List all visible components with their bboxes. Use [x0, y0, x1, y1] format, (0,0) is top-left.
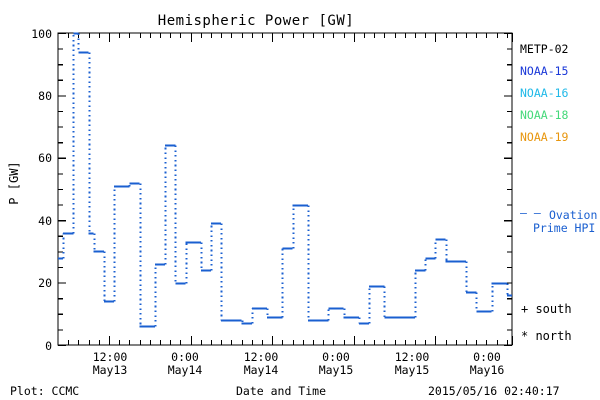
x-tick-date: May16	[469, 362, 505, 377]
axis-ticks	[58, 32, 514, 347]
y-tick-label: 60	[38, 151, 52, 165]
x-tick-date: May15	[394, 362, 430, 377]
timestamp-label: 2015/05/16 02:40:17	[428, 384, 560, 398]
x-tick-date: May15	[318, 362, 354, 377]
legend-item-noaa-15: NOAA-15	[520, 64, 569, 78]
x-tick-date: May14	[243, 362, 279, 377]
page-title: Hemispheric Power [GW]	[157, 13, 355, 29]
legend-ovation-line1: Ovation	[548, 208, 598, 222]
x-tick-label: 12:00 May15	[377, 351, 447, 376]
y-tick-label: 100	[31, 27, 52, 41]
dashed-line-icon: – –	[520, 206, 541, 220]
legend-item-noaa-16: NOAA-16	[520, 86, 569, 100]
x-tick-time: 0:00	[322, 350, 350, 364]
y-tick-label: 0	[45, 339, 52, 353]
y-tick-label: 80	[38, 89, 52, 103]
x-tick-time: 0:00	[473, 350, 501, 364]
y-tick-label: 20	[38, 276, 52, 290]
x-tick-label: 12:00 May13	[75, 351, 145, 376]
legend-item-noaa-19: NOAA-19	[520, 130, 569, 144]
plot-frame	[57, 32, 513, 346]
legend-item-ovation-prime-hpi: – – Ovation Prime HPI	[520, 207, 597, 235]
x-tick-label: 0:00 May15	[301, 351, 371, 376]
data-series-ovation-prime-hpi	[58, 32, 512, 328]
legend-ovation-line2: Prime HPI	[533, 221, 596, 235]
legend-item-noaa-18: NOAA-18	[520, 108, 569, 122]
legend-item-south: + south	[521, 302, 572, 316]
x-tick-time: 0:00	[171, 350, 199, 364]
x-tick-time: 12:00	[92, 350, 128, 364]
x-tick-time: 12:00	[394, 350, 430, 364]
x-tick-date: May13	[92, 362, 128, 377]
y-tick-label: 40	[38, 214, 52, 228]
x-tick-label: 0:00 May16	[452, 351, 522, 376]
x-tick-label: 12:00 May14	[226, 351, 296, 376]
legend-item-metp-02: METP-02	[520, 42, 569, 56]
legend-item-north: * north	[521, 329, 572, 343]
plot-source-label: Plot: CCMC	[10, 384, 80, 398]
x-axis-caption: Date and Time	[236, 384, 327, 398]
x-tick-date: May14	[167, 362, 203, 377]
x-tick-time: 12:00	[243, 350, 279, 364]
x-tick-label: 0:00 May14	[150, 351, 220, 376]
